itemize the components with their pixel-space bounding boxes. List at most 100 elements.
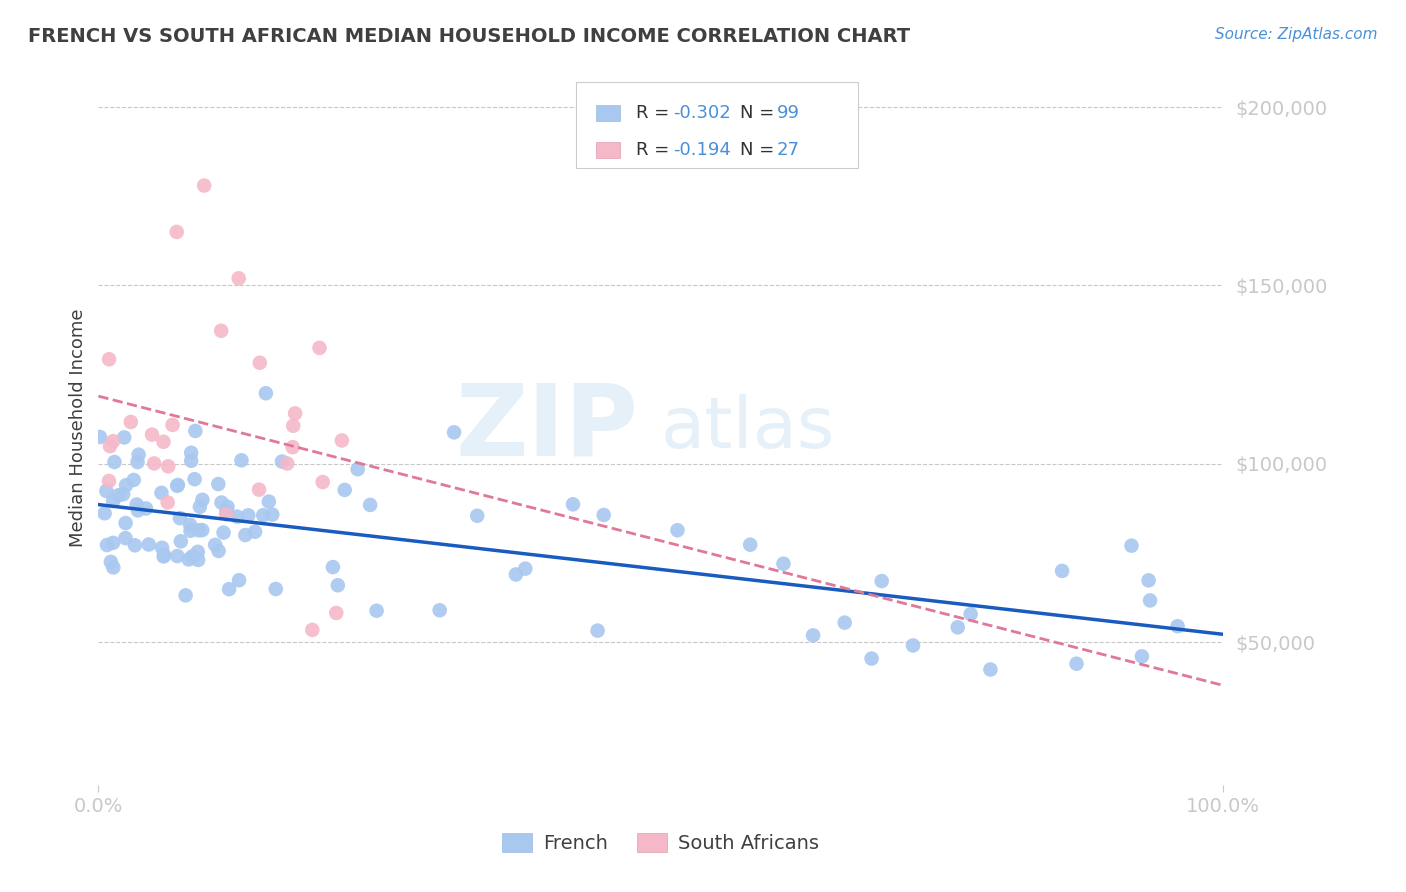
Point — [114, 531, 136, 545]
Point — [218, 582, 240, 596]
Text: 27: 27 — [776, 141, 800, 159]
Point — [98, 439, 121, 453]
Point — [184, 424, 207, 438]
Point — [740, 538, 762, 552]
Point — [271, 454, 294, 468]
Y-axis label: Median Household Income: Median Household Income — [69, 309, 87, 548]
Text: N =: N = — [740, 141, 779, 159]
Point — [366, 604, 388, 618]
Point — [89, 430, 111, 444]
Point — [325, 606, 347, 620]
Point — [103, 455, 125, 469]
Point — [150, 486, 173, 500]
Text: Source: ZipAtlas.com: Source: ZipAtlas.com — [1215, 27, 1378, 42]
Point — [308, 341, 330, 355]
Point — [112, 430, 135, 444]
Point — [103, 560, 125, 574]
Point — [179, 517, 201, 532]
Point — [128, 448, 150, 462]
Point — [429, 603, 451, 617]
Point — [326, 578, 349, 592]
Point — [301, 623, 323, 637]
Text: FRENCH VS SOUTH AFRICAN MEDIAN HOUSEHOLD INCOME CORRELATION CHART: FRENCH VS SOUTH AFRICAN MEDIAN HOUSEHOLD… — [28, 27, 910, 45]
Point — [228, 271, 250, 285]
Point — [1066, 657, 1088, 671]
Point — [207, 477, 229, 491]
Point — [141, 427, 163, 442]
Point — [152, 434, 174, 449]
Text: -0.194: -0.194 — [673, 141, 731, 159]
Point — [592, 508, 614, 522]
Point — [211, 495, 233, 509]
Point — [187, 524, 209, 538]
Point — [252, 508, 274, 523]
Point — [143, 457, 166, 471]
Point — [1121, 539, 1143, 553]
Point — [312, 475, 335, 489]
Point — [162, 417, 184, 432]
Point — [233, 528, 256, 542]
Point — [979, 663, 1001, 677]
Point — [107, 488, 129, 502]
Point — [93, 506, 115, 520]
Point — [157, 459, 180, 474]
Point — [183, 472, 205, 486]
Point — [122, 473, 145, 487]
Point — [96, 538, 118, 552]
Text: 99: 99 — [776, 104, 800, 122]
Point — [359, 498, 381, 512]
Point — [281, 440, 304, 454]
FancyBboxPatch shape — [596, 105, 620, 121]
Text: atlas: atlas — [661, 393, 835, 463]
Point — [191, 523, 214, 537]
Point — [505, 567, 527, 582]
Text: R =: R = — [636, 141, 675, 159]
Point — [150, 541, 173, 555]
Legend: French, South Africans: French, South Africans — [495, 825, 827, 861]
Point — [262, 508, 284, 522]
Point — [169, 511, 191, 525]
Point — [180, 446, 202, 460]
Point — [959, 607, 981, 621]
Point — [193, 178, 215, 193]
Point — [177, 552, 200, 566]
Point — [772, 557, 794, 571]
Point — [166, 479, 188, 493]
Text: ZIP: ZIP — [456, 380, 638, 476]
Point — [330, 434, 353, 448]
Point — [249, 356, 271, 370]
Point — [181, 549, 204, 564]
Point — [1130, 649, 1153, 664]
Point — [860, 651, 883, 665]
Point — [666, 523, 689, 537]
Point — [443, 425, 465, 440]
Point — [120, 415, 142, 429]
Point — [226, 509, 249, 524]
Point — [204, 538, 226, 552]
FancyBboxPatch shape — [576, 82, 858, 168]
Point — [152, 549, 174, 564]
Point — [834, 615, 856, 630]
Point — [114, 516, 136, 530]
Point — [112, 487, 135, 501]
Point — [209, 324, 232, 338]
Text: R =: R = — [636, 104, 675, 122]
Point — [1167, 619, 1189, 633]
Text: -0.302: -0.302 — [673, 104, 731, 122]
Point — [212, 525, 235, 540]
Point — [138, 537, 160, 551]
Point — [101, 536, 124, 550]
Point — [170, 534, 193, 549]
Point — [586, 624, 609, 638]
Point — [101, 494, 124, 508]
Point — [188, 500, 211, 514]
Point — [238, 508, 260, 523]
Point — [333, 483, 356, 497]
Point — [247, 483, 270, 497]
Point — [166, 549, 188, 563]
Point — [187, 545, 209, 559]
Point — [901, 639, 924, 653]
Point — [562, 497, 585, 511]
Point — [97, 474, 120, 488]
Point — [465, 508, 488, 523]
